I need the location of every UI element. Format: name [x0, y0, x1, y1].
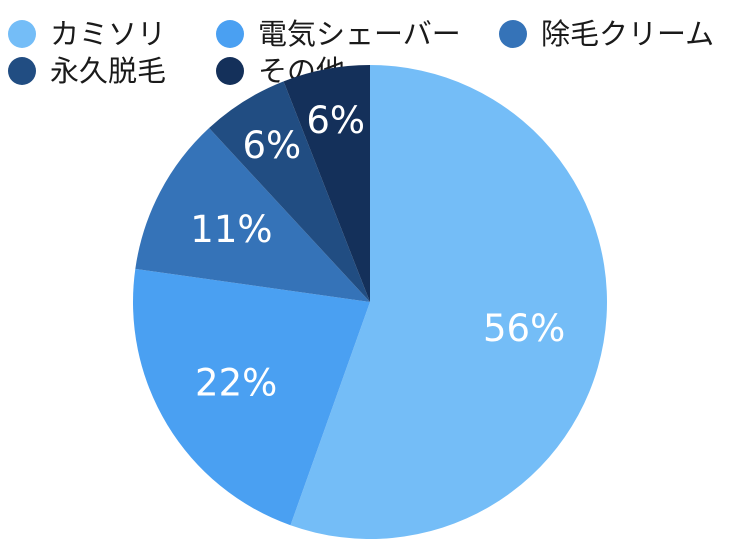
legend-label-2: 電気シェーバー	[258, 17, 461, 51]
slice-label-1: 56%	[483, 307, 565, 350]
pie-slice-5	[283, 65, 370, 302]
slice-label-4: 6%	[242, 124, 301, 167]
legend-marker-5	[216, 57, 244, 85]
slice-label-3: 11%	[190, 208, 272, 251]
legend-label-3: 除毛クリーム	[541, 17, 714, 51]
legend-marker-2	[216, 20, 244, 48]
legend-label-1: カミソリ	[50, 17, 166, 51]
legend-label-4: 永久脱毛	[50, 54, 166, 88]
pie-slice-3	[135, 128, 370, 302]
legend-marker-3	[499, 20, 527, 48]
legend-marker-4	[8, 57, 36, 85]
pie-slices	[133, 65, 607, 539]
slice-label-2: 22%	[195, 362, 277, 405]
pie-slice-1	[290, 65, 607, 539]
pie-slice-4	[209, 81, 370, 303]
slice-labels: 56% 22% 11% 6%6%	[190, 99, 565, 405]
pie-slice-2	[133, 268, 370, 526]
slice-label-5: 6%	[306, 99, 365, 142]
legend-marker-1	[8, 20, 36, 48]
